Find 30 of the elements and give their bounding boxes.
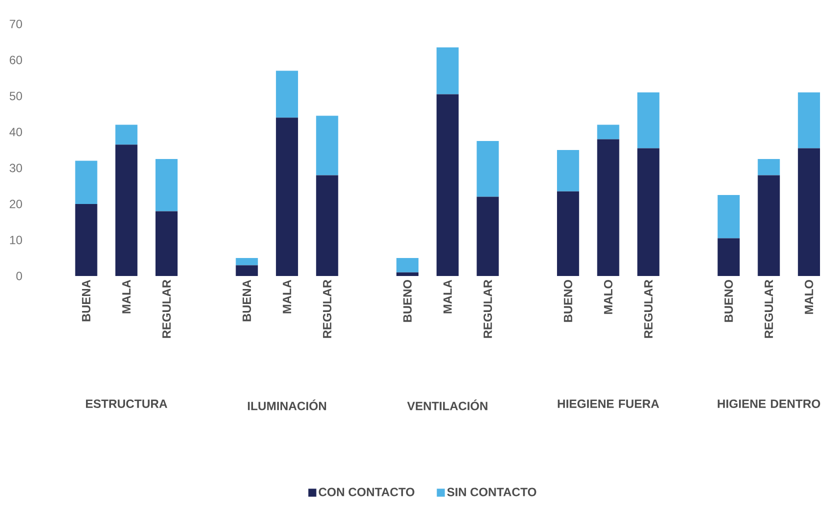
y-tick-label: 60 (10, 56, 22, 64)
x-tick-label: MALO (604, 280, 612, 314)
y-tick-label: 0 (16, 272, 22, 280)
text: ESTRUCTURA (86, 400, 168, 408)
x-tick-label: BUENO (403, 280, 412, 322)
x-tick-label: REGULAR (162, 280, 171, 338)
x-tick-label: MALA (443, 280, 452, 314)
x-tick-label: MALA (282, 280, 292, 314)
y-tick-label: 10 (10, 236, 22, 244)
text: ILUMINACIÓN (248, 400, 326, 410)
x-tick-label: REGULAR (322, 280, 332, 338)
text: HIEGIENE FUERA (558, 400, 660, 408)
x-tick-label: BUENO (564, 280, 572, 322)
y-tick-label: 30 (10, 164, 22, 172)
y-tick-label: 50 (10, 92, 22, 100)
legend-label: CON CONTACTO (318, 488, 414, 496)
legend-label: SIN CONTACTO (447, 488, 536, 496)
text: HIGIENE DENTRO (718, 400, 820, 408)
x-tick-label: REGULAR (764, 280, 774, 338)
x-tick-label: MALO (804, 280, 814, 314)
x-tick-label: BUENA (82, 280, 90, 322)
x-tick-label: BUENO (724, 280, 733, 322)
x-tick-label: MALA (122, 280, 130, 314)
x-tick-label: BUENA (242, 280, 252, 322)
y-tick-label: 70 (10, 20, 22, 28)
x-tick-label: REGULAR (484, 280, 492, 338)
x-tick-label: REGULAR (644, 280, 653, 338)
y-tick-label: 40 (9, 128, 22, 136)
text: VENTILACIÓN (407, 400, 488, 410)
y-tick-label: 20 (10, 200, 22, 208)
